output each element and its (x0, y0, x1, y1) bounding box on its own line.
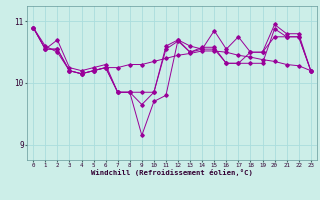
X-axis label: Windchill (Refroidissement éolien,°C): Windchill (Refroidissement éolien,°C) (91, 169, 253, 176)
